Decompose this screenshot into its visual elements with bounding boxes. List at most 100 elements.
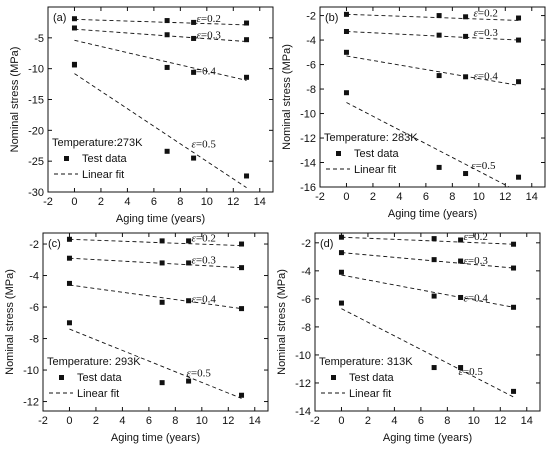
x-tick-label: 2 (93, 415, 99, 427)
data-point (343, 11, 349, 17)
legend-marker (336, 151, 341, 156)
y-tick-label: -10 (295, 350, 311, 362)
data-point (463, 33, 469, 39)
x-tick-label: 8 (177, 196, 183, 208)
x-tick-label: 0 (343, 191, 349, 203)
y-tick-label: -14 (300, 158, 316, 170)
y-tick-label: -6 (29, 302, 39, 314)
x-axis-title: Aging time (years) (116, 213, 205, 225)
series-3: ε=0.4 (343, 49, 522, 86)
data-point (436, 73, 442, 79)
series-label: ε=0.2 (474, 7, 498, 19)
data-point (159, 380, 165, 386)
data-point (516, 174, 522, 180)
series-2: ε=0.3 (66, 255, 245, 271)
x-tick-label: 10 (196, 415, 208, 427)
x-tick-label: -2 (43, 196, 53, 208)
data-point (71, 16, 77, 22)
data-point (71, 25, 77, 31)
x-tick-label: 6 (418, 415, 424, 427)
data-point (436, 32, 442, 38)
temperature-label: Temperature: 293K (47, 356, 141, 368)
fit-line (341, 274, 514, 308)
legend-marker (64, 156, 69, 161)
series-label: ε=0.5 (192, 139, 217, 151)
x-tick-label: 14 (526, 191, 538, 203)
fit-line (69, 328, 242, 399)
panel-label: (d) (320, 238, 333, 250)
series-label: ε=0.2 (192, 233, 216, 245)
y-tick-label: -8 (301, 322, 311, 334)
fit-line (346, 102, 510, 188)
series-4: ε=0.5 (338, 300, 517, 398)
fit-line (341, 252, 514, 269)
panel-2: -2 0 2 4 6 8 10 12 14 -16 -14 -12 -10 -8 -6 -4 -2 Aging t… (281, 6, 546, 220)
x-tick-label: 10 (201, 196, 213, 208)
series-label: ε=0.3 (464, 255, 489, 267)
plot-frame (319, 6, 546, 188)
data-point (239, 306, 245, 312)
y-tick-label: -15 (28, 95, 44, 107)
x-tick-label: 4 (391, 415, 397, 427)
data-point (164, 64, 170, 70)
data-point (164, 148, 170, 154)
data-point (338, 250, 344, 256)
x-tick-label: -2 (315, 191, 325, 203)
legend-marker-label: Test data (77, 372, 123, 384)
data-point (66, 255, 72, 261)
data-point (244, 173, 250, 179)
x-tick-label: 10 (468, 415, 480, 427)
series-label: ε=0.2 (197, 13, 221, 25)
x-tick-label: 2 (98, 196, 104, 208)
data-point (458, 294, 464, 300)
y-axis-title: Nominal stress (MPa) (276, 269, 288, 375)
legend-marker-label: Test data (349, 372, 395, 384)
fit-line (69, 284, 242, 310)
y-tick-label: -10 (28, 64, 44, 76)
data-point (458, 365, 464, 371)
data-point (431, 257, 437, 263)
data-point (338, 234, 344, 240)
data-point (511, 304, 517, 310)
y-tick-label: -6 (306, 60, 316, 72)
legend-line-label: Linear fit (354, 164, 396, 176)
data-point (338, 300, 344, 306)
data-point (164, 32, 170, 38)
series-3: ε=0.4 (338, 269, 517, 310)
x-tick-label: 12 (494, 415, 506, 427)
x-tick-label: -2 (310, 415, 320, 427)
panel-label: (b) (325, 12, 338, 24)
data-point (191, 155, 197, 161)
series-2: ε=0.3 (71, 25, 250, 43)
y-tick-label: -2 (301, 238, 311, 250)
legend-line-label: Linear fit (349, 388, 391, 400)
x-tick-label: 10 (473, 191, 485, 203)
data-point (244, 37, 250, 43)
fit-line (341, 308, 514, 398)
x-tick-label: 14 (249, 415, 261, 427)
y-tick-label: -10 (300, 109, 316, 121)
data-point (191, 69, 197, 75)
x-tick-label: 8 (449, 191, 455, 203)
temperature-label: Temperature:273K (52, 137, 143, 149)
data-point (436, 13, 442, 19)
data-point (343, 49, 349, 55)
fit-line (69, 257, 242, 269)
panel-label: (a) (53, 12, 66, 24)
x-tick-label: 0 (71, 196, 77, 208)
legend-marker (331, 375, 336, 380)
x-tick-label: 4 (396, 191, 402, 203)
series-3: ε=0.4 (71, 39, 250, 81)
data-point (186, 238, 192, 244)
x-tick-label: 8 (444, 415, 450, 427)
series-label: ε=0.5 (187, 367, 212, 379)
data-point (338, 269, 344, 275)
legend-line-label: Linear fit (77, 388, 119, 400)
y-tick-label: -4 (306, 35, 316, 47)
y-tick-label: -20 (28, 125, 44, 137)
temperature-label: Temperature: 283K (324, 132, 418, 144)
fit-line (74, 28, 247, 42)
series-4: ε=0.5 (71, 62, 250, 189)
x-tick-label: 14 (254, 196, 266, 208)
